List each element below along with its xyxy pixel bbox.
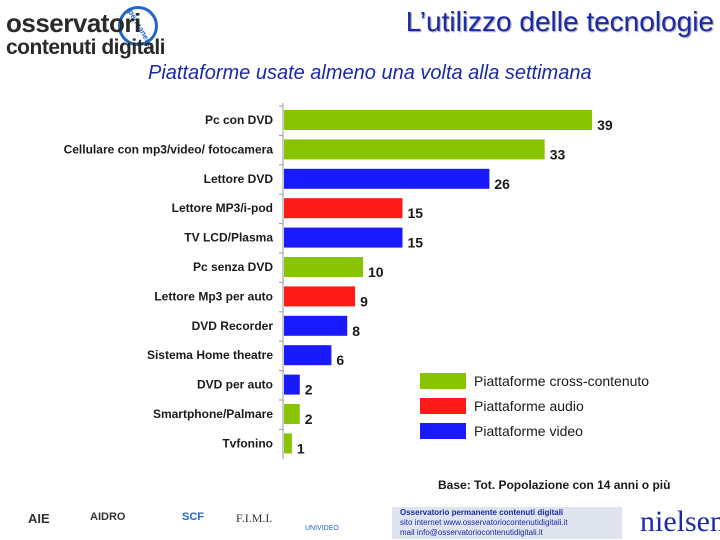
category-label: Pc con DVD	[205, 113, 273, 127]
value-label: 15	[408, 235, 424, 251]
footer-box-line2: sito internet www.osservatoriocontenutid…	[400, 518, 568, 527]
value-label: 39	[597, 117, 613, 133]
bar	[284, 286, 356, 307]
page-title: L’utilizzo delle tecnologie	[405, 6, 714, 37]
bar	[284, 345, 332, 366]
bar	[284, 227, 403, 248]
category-label: Lettore DVD	[204, 172, 274, 186]
bar	[284, 168, 490, 189]
bar	[284, 315, 348, 336]
bar	[284, 257, 363, 277]
legend-item-audio: Piattaforme audio	[420, 394, 649, 418]
value-label: 2	[305, 382, 313, 398]
base-note: Base: Tot. Popolazione con 14 anni o più	[438, 478, 671, 492]
footer: AIE AIDRO SCF F.I.M.I. UNIVIDEO Osservat…	[0, 505, 720, 540]
chart-legend: Piattaforme cross-contenuto Piattaforme …	[420, 369, 649, 444]
footer-logo-scf: SCF	[182, 511, 204, 523]
legend-label-cross: Piattaforme cross-contenuto	[474, 373, 650, 389]
bar-chart: Pc con DVD 39 Cellulare con mp3/video/ fot…	[64, 103, 613, 460]
footer-box-line3: mail info@osservatoriocontenutidigitali.…	[400, 528, 543, 537]
footer-info-box: Osservatorio permanente contenuti digita…	[392, 507, 622, 539]
category-label: Cellulare con mp3/video/ fotocamera	[64, 142, 274, 156]
osservatori-logo: permanente osservatori contenuti digital…	[6, 6, 166, 62]
footer-logo-fimi: F.I.M.I.	[236, 511, 273, 525]
value-label: 26	[494, 176, 510, 192]
value-label: 8	[352, 323, 360, 339]
value-label: 10	[368, 264, 384, 280]
value-label: 15	[408, 205, 424, 221]
category-label: Smartphone/Palmare	[153, 407, 273, 421]
bar	[284, 139, 545, 160]
category-label: Pc senza DVD	[193, 260, 273, 274]
legend-swatch-video	[420, 423, 466, 439]
category-label: Sistema Home theatre	[147, 348, 273, 362]
value-label: 33	[550, 146, 566, 162]
nielsen-logo: nielsen	[640, 505, 720, 538]
bar	[284, 198, 403, 219]
value-label: 1	[297, 440, 305, 456]
category-label: Tvfonino	[222, 436, 273, 450]
bar	[284, 433, 292, 454]
logo-circle-icon	[118, 6, 158, 46]
value-label: 2	[305, 411, 313, 427]
legend-label-video: Piattaforme video	[474, 423, 583, 439]
logo-line1: osservatori	[6, 8, 141, 38]
footer-box-line1: Osservatorio permanente contenuti digita…	[400, 508, 564, 517]
legend-label-audio: Piattaforme audio	[474, 398, 584, 414]
footer-logo-univideo: UNIVIDEO	[305, 525, 339, 532]
category-label: TV LCD/Plasma	[184, 231, 273, 245]
category-label: Lettore MP3/i-pod	[172, 201, 273, 215]
category-label: DVD per auto	[197, 378, 273, 392]
footer-logo-aidro: AIDRO	[90, 511, 126, 523]
legend-swatch-cross	[420, 373, 466, 389]
legend-swatch-audio	[420, 398, 466, 414]
bar	[284, 404, 300, 424]
value-label: 6	[336, 352, 344, 368]
chart-subtitle: Piattaforme usate almeno una volta alla …	[148, 62, 592, 84]
bar	[284, 110, 593, 130]
category-label: DVD Recorder	[192, 319, 274, 333]
bar	[284, 374, 300, 395]
footer-logo-aie: AIE	[28, 511, 50, 526]
logo-line2: contenuti digitali	[6, 36, 166, 59]
category-label: Lettore Mp3 per auto	[154, 289, 273, 303]
legend-item-video: Piattaforme video	[420, 419, 649, 443]
value-label: 9	[360, 293, 368, 309]
legend-item-cross: Piattaforme cross-contenuto	[420, 369, 649, 393]
